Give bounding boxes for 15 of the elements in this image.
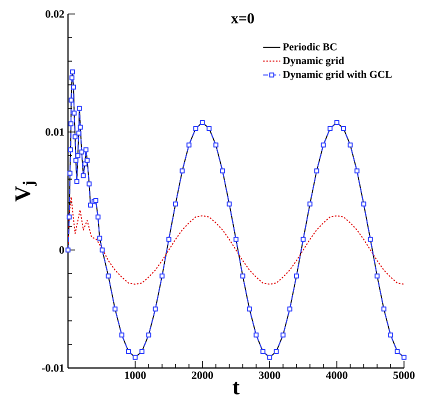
x-axis-title: t — [232, 382, 240, 394]
chart-title: x=0 — [231, 13, 254, 24]
legend-label: Periodic BC — [282, 42, 336, 50]
y-tick-label: 0.02 — [46, 10, 64, 18]
y-tick-label: 0 — [59, 246, 64, 254]
x-tick-label: 2000 — [192, 372, 213, 379]
x-tick-label: 5000 — [393, 372, 415, 379]
x-tick-label: 4000 — [326, 372, 348, 379]
y-tick-label: -0.01 — [42, 364, 64, 372]
y-axis-title: V$_{j}$ — [15, 182, 37, 202]
x-tick-label: 1000 — [125, 372, 146, 379]
x-tick-label: 3000 — [259, 372, 280, 379]
legend-label: Dynamic grid — [282, 56, 344, 66]
y-tick-label: 0.01 — [46, 128, 64, 136]
legend-label: Dynamic grid with GCL — [282, 70, 392, 80]
